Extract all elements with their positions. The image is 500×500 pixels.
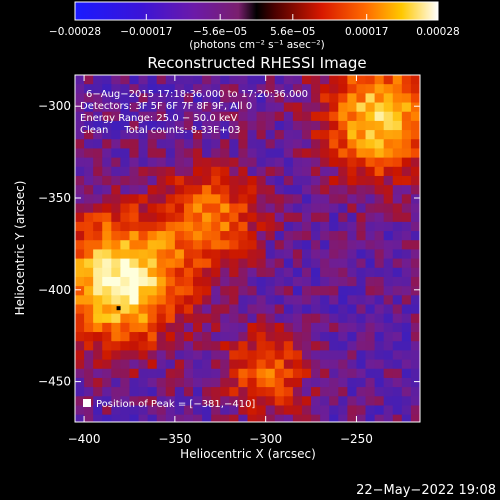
y-tick-label: −400 (38, 283, 71, 297)
annotation-time-range: 6−Aug−2015 17:18:36.000 to 17:20:36.000 (86, 89, 308, 100)
x-axis-label: Heliocentric X (arcsec) (180, 447, 316, 461)
peak-legend-swatch (83, 399, 91, 407)
y-tick-label: −350 (38, 191, 71, 205)
annotation-energy-range: Energy Range: 25.0 − 50.0 keV (80, 113, 237, 124)
x-tick-label: −300 (249, 432, 282, 446)
y-axis-label: Heliocentric Y (arcsec) (13, 181, 27, 316)
peak-position-label: Position of Peak = [−381,−410] (96, 399, 255, 410)
x-tick-label: −250 (340, 432, 373, 446)
x-tick-label: −400 (68, 432, 101, 446)
peak-marker (116, 306, 121, 311)
colorbar-tick-label: 0.00017 (345, 26, 388, 38)
y-axis-ticks: −300 −350 −400 −450 (38, 99, 420, 389)
annotation-clean-counts: Clean Total counts: 8.33E+03 (80, 125, 240, 136)
info-annotations: 6−Aug−2015 17:18:36.000 to 17:20:36.000 … (80, 89, 308, 136)
colorbar-tick-label: 0.00028 (416, 26, 459, 38)
colorbar-tick-label: 5.6e−05 (270, 26, 315, 38)
colorbar-tick-label: −0.00017 (120, 26, 172, 38)
colorbar-unit-label: (photons cm⁻² s⁻¹ asec⁻²) (189, 39, 324, 51)
colorbar-tick-label: −5.6e−05 (193, 26, 247, 38)
x-axis-ticks: −400 −350 −300 −250 (68, 75, 373, 446)
annotation-detectors: Detectors: 3F 5F 6F 7F 8F 9F, All 0 (80, 101, 252, 112)
chart-title: Reconstructed RHESSI Image (147, 54, 366, 72)
colorbar-tick-label: −0.00028 (49, 26, 101, 38)
colorbar: −0.00028 −0.00017 −5.6e−05 5.6e−05 0.00017 0.… (49, 1, 460, 51)
colorbar-ticks: −0.00028 −0.00017 −5.6e−05 5.6e−05 0.00017 0.… (49, 14, 460, 38)
y-tick-label: −450 (38, 375, 71, 389)
y-tick-label: −300 (38, 99, 71, 113)
colorbar-gradient (74, 1, 439, 21)
heatmap-image (75, 75, 420, 422)
footer-timestamp: 22−May−2022 19:08 (356, 483, 496, 498)
x-tick-label: −350 (158, 432, 191, 446)
plot-frame (74, 74, 421, 423)
